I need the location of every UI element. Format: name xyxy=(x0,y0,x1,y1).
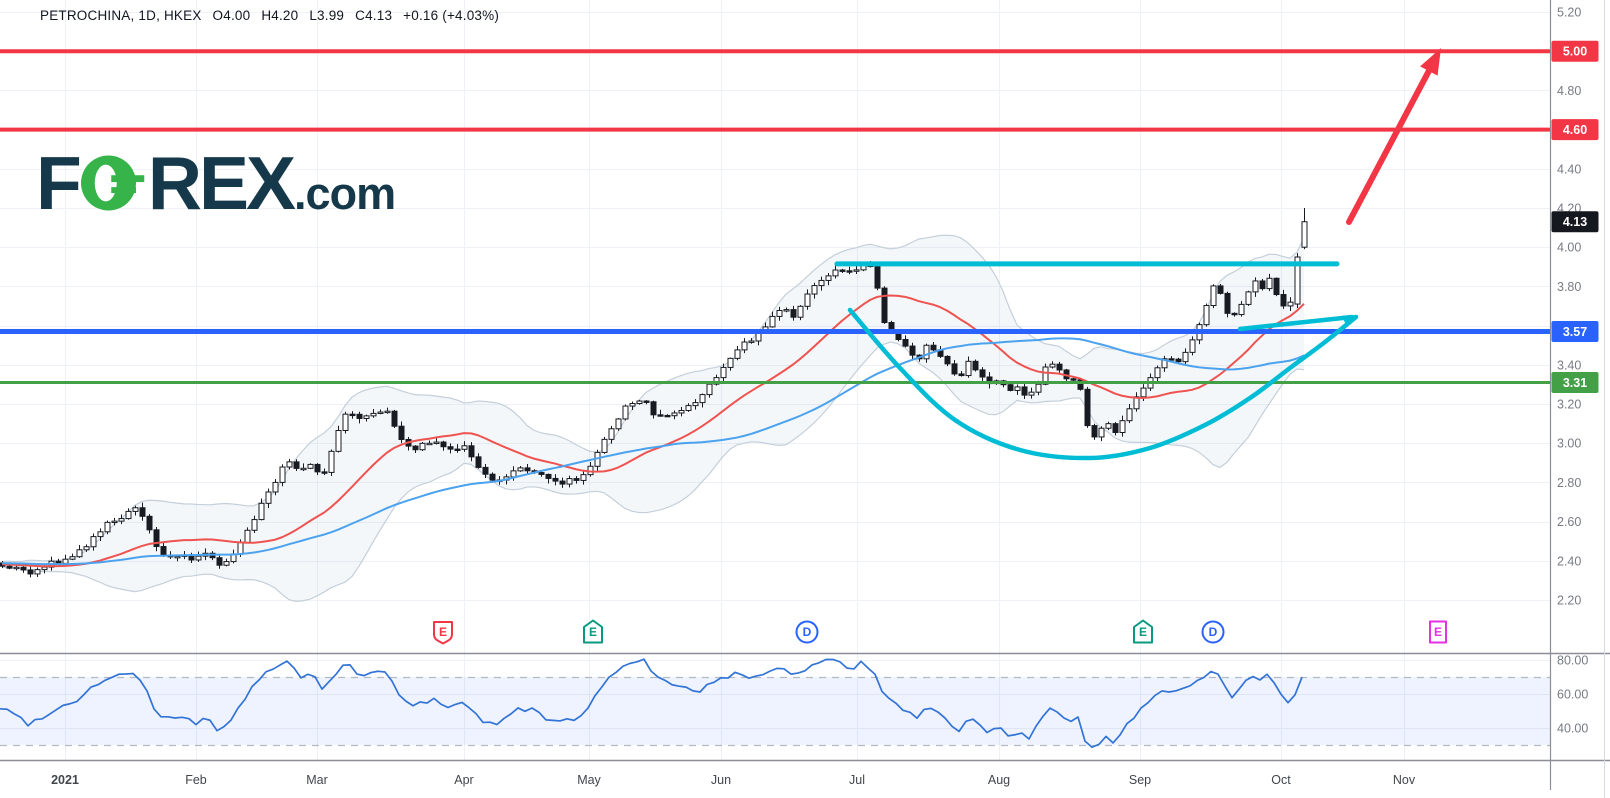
close-value: C4.13 xyxy=(355,8,393,23)
svg-text:5.00: 5.00 xyxy=(1563,45,1587,59)
rsi-line xyxy=(0,658,1303,749)
svg-text:4.00: 4.00 xyxy=(1557,241,1581,255)
sma-50-line xyxy=(1,337,1305,566)
cup-and-handle-drawing[interactable] xyxy=(834,261,1359,461)
change-value: +0.16 (+4.03%) xyxy=(403,8,500,23)
svg-text:E: E xyxy=(1434,625,1442,639)
candles xyxy=(0,208,1308,578)
open-value: O4.00 xyxy=(212,8,251,23)
svg-text:2.80: 2.80 xyxy=(1557,476,1581,490)
svg-text:5.20: 5.20 xyxy=(1557,6,1581,20)
event-badge-d[interactable]: D xyxy=(795,620,819,644)
svg-text:D: D xyxy=(1209,625,1218,639)
svg-text:60.00: 60.00 xyxy=(1557,688,1588,702)
event-badge-e[interactable]: E xyxy=(1133,619,1153,644)
svg-text:3.20: 3.20 xyxy=(1557,398,1581,412)
svg-text:Jun: Jun xyxy=(711,773,731,787)
event-badge-e[interactable]: E xyxy=(583,619,603,644)
cup-curve xyxy=(847,307,1359,461)
horizontal-level-lines[interactable] xyxy=(0,49,1550,384)
time-axis[interactable]: 2021 Feb Mar Apr May Jun Jul Aug Sep Oct Nov xyxy=(51,773,1416,787)
svg-text:3.57: 3.57 xyxy=(1563,325,1587,339)
bollinger-upper-line xyxy=(1,234,1305,563)
svg-text:2021: 2021 xyxy=(51,773,79,787)
svg-text:3.80: 3.80 xyxy=(1557,280,1581,294)
svg-text:E: E xyxy=(589,625,597,639)
svg-text:4.40: 4.40 xyxy=(1557,162,1581,176)
symbol-title[interactable]: PETROCHINA, 1D, HKEX xyxy=(40,8,202,23)
svg-text:4.13: 4.13 xyxy=(1563,215,1587,229)
svg-text:D: D xyxy=(803,625,812,639)
svg-text:Sep: Sep xyxy=(1129,773,1151,787)
price-label-3.57: 3.57 xyxy=(1551,320,1599,342)
projection-arrow[interactable] xyxy=(1346,48,1441,225)
svg-text:4.80: 4.80 xyxy=(1557,84,1581,98)
svg-text:Mar: Mar xyxy=(306,773,328,787)
svg-text:E: E xyxy=(1139,625,1147,639)
event-badge-d[interactable]: D xyxy=(1201,620,1225,644)
price-label-4.60: 4.60 xyxy=(1551,119,1599,141)
high-value: H4.20 xyxy=(261,8,299,23)
rsi-band xyxy=(0,677,1550,745)
svg-text:2.20: 2.20 xyxy=(1557,594,1581,608)
svg-text:Nov: Nov xyxy=(1393,773,1416,787)
svg-text:40.00: 40.00 xyxy=(1557,722,1588,736)
svg-text:80.00: 80.00 xyxy=(1557,654,1588,668)
svg-text:3.40: 3.40 xyxy=(1557,358,1581,372)
low-value: L3.99 xyxy=(309,8,345,23)
svg-text:Feb: Feb xyxy=(185,773,207,787)
svg-text:Jul: Jul xyxy=(849,773,865,787)
svg-text:4.60: 4.60 xyxy=(1563,123,1587,137)
event-badge-e[interactable]: E xyxy=(1429,620,1447,644)
svg-text:3.31: 3.31 xyxy=(1563,376,1587,390)
rsi-pane xyxy=(0,676,1550,747)
ohlc-readout: PETROCHINA, 1D, HKEX O4.00 H4.20 L3.99 C4.13… xyxy=(40,8,510,23)
price-label-4.13: 4.13 xyxy=(1551,211,1599,233)
price-label-3.31: 3.31 xyxy=(1551,371,1599,393)
event-badge-e[interactable]: E xyxy=(433,621,453,645)
price-axis[interactable]: 5.205.004.804.604.404.204.003.803.603.40… xyxy=(1551,6,1599,736)
svg-text:E: E xyxy=(439,625,447,639)
svg-text:Aug: Aug xyxy=(988,773,1010,787)
svg-text:2.60: 2.60 xyxy=(1557,515,1581,529)
svg-text:2.40: 2.40 xyxy=(1557,554,1581,568)
price-label-5.00: 5.00 xyxy=(1551,40,1599,62)
svg-text:Apr: Apr xyxy=(454,773,473,787)
handle-line xyxy=(1237,314,1355,332)
svg-text:Oct: Oct xyxy=(1271,773,1291,787)
svg-text:3.00: 3.00 xyxy=(1557,437,1581,451)
svg-text:May: May xyxy=(577,773,601,787)
